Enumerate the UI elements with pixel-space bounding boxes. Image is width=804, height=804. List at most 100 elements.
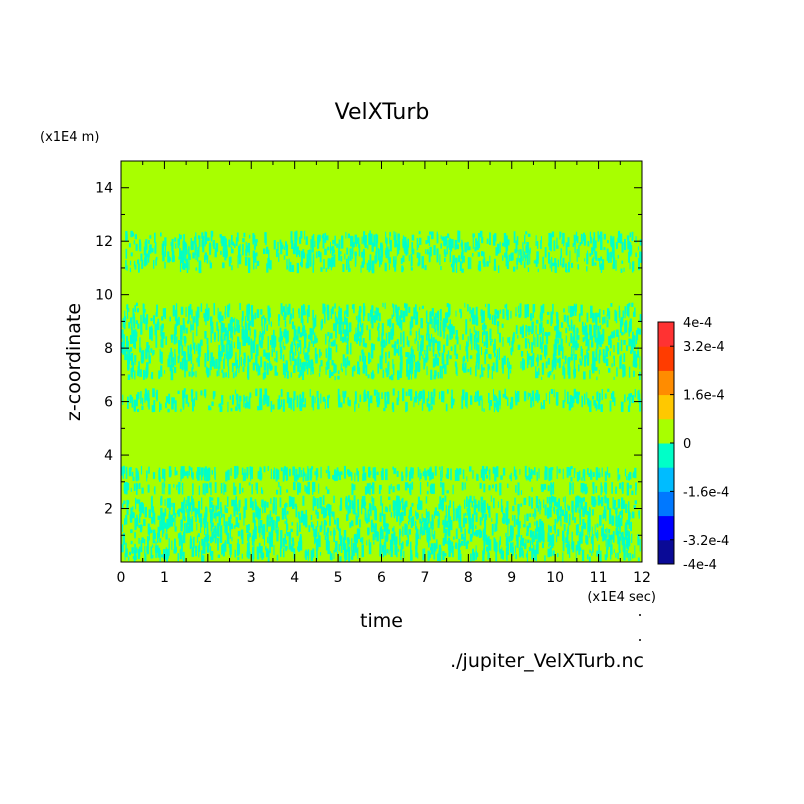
turbulence-streak [227,304,230,318]
turbulence-streak [292,497,295,509]
turbulence-streak [426,324,429,335]
turbulence-streak [231,248,234,254]
turbulence-streak [345,364,348,368]
turbulence-streak [509,336,511,346]
turbulence-streak [197,235,200,240]
turbulence-streak [235,406,238,411]
turbulence-streak [540,240,542,249]
turbulence-streak [298,308,300,319]
turbulence-streak [197,356,200,367]
turbulence-streak [271,348,273,356]
turbulence-streak [162,240,164,252]
turbulence-streak [320,360,323,367]
turbulence-streak [479,395,483,401]
turbulence-streak [408,389,411,397]
turbulence-streak [241,533,244,545]
turbulence-streak [601,389,603,401]
turbulence-streak [519,249,522,256]
turbulence-streak [434,339,437,344]
turbulence-streak [205,468,208,482]
turbulence-streak [174,513,177,518]
turbulence-streak [427,469,430,474]
turbulence-streak [627,237,630,248]
turbulence-streak [144,254,148,259]
turbulence-streak [520,503,523,507]
turbulence-streak [635,355,638,361]
turbulence-streak [481,398,483,412]
turbulence-streak [600,256,603,261]
turbulence-streak [248,532,250,539]
turbulence-streak [587,468,589,475]
turbulence-streak [547,485,550,492]
turbulence-streak [141,487,144,494]
turbulence-streak [328,394,330,399]
turbulence-streak [158,370,161,379]
turbulence-streak [634,500,637,505]
turbulence-streak [491,372,493,380]
turbulence-streak [225,521,228,533]
turbulence-streak [129,346,133,352]
turbulence-streak [293,325,296,339]
turbulence-streak [615,552,617,558]
turbulence-streak [594,400,596,409]
turbulence-streak [544,504,547,516]
turbulence-streak [591,526,593,538]
turbulence-streak [599,335,602,348]
turbulence-streak [308,341,311,347]
turbulence-streak [621,260,624,264]
turbulence-streak [159,401,161,412]
turbulence-streak [385,231,387,244]
turbulence-streak [534,528,537,540]
turbulence-streak [562,400,565,409]
turbulence-streak [360,334,362,343]
turbulence-streak [536,319,539,324]
turbulence-streak [327,471,330,476]
turbulence-streak [153,315,155,325]
turbulence-streak [281,511,285,515]
turbulence-streak [578,543,581,555]
turbulence-streak [266,395,268,407]
turbulence-streak [142,314,145,323]
turbulence-streak [230,408,233,412]
turbulence-streak [359,355,361,362]
turbulence-streak [229,516,231,523]
turbulence-streak [196,306,200,318]
turbulence-streak [403,241,407,252]
turbulence-streak [189,538,191,550]
turbulence-streak [359,318,362,328]
turbulence-streak [596,376,598,381]
turbulence-streak [449,516,452,522]
turbulence-streak [243,232,246,238]
turbulence-streak [406,359,409,372]
turbulence-streak [363,352,365,365]
turbulence-streak [582,482,584,494]
turbulence-streak [209,536,213,544]
turbulence-streak [143,309,146,313]
turbulence-streak [402,475,404,481]
turbulence-streak [446,468,449,479]
turbulence-streak [530,313,533,321]
colorbar-tick-label: -3.2e-4 [683,534,729,549]
turbulence-streak [301,313,303,326]
turbulence-streak [204,482,206,496]
turbulence-streak [608,539,610,547]
turbulence-streak [405,466,408,478]
turbulence-streak [631,511,635,519]
turbulence-streak [351,538,353,551]
turbulence-streak [368,466,370,478]
turbulence-streak [160,339,162,348]
turbulence-streak [361,261,365,268]
turbulence-streak [532,353,535,359]
turbulence-streak [181,535,183,547]
turbulence-streak [317,234,319,239]
turbulence-streak [592,351,595,365]
turbulence-streak [531,497,533,509]
turbulence-streak [413,354,416,362]
x-tick-label: 1 [160,570,169,586]
turbulence-streak [522,242,524,249]
turbulence-streak [481,509,485,518]
turbulence-streak [526,550,528,562]
turbulence-streak [190,389,194,397]
turbulence-streak [507,523,509,536]
turbulence-streak [347,505,350,515]
